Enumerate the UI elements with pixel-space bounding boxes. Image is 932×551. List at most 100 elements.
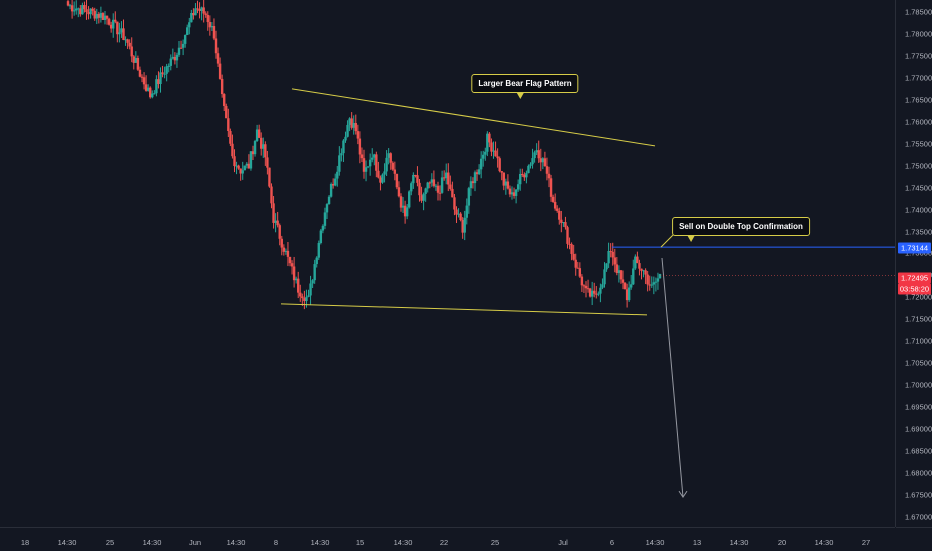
candle-down bbox=[625, 283, 629, 308]
time-tick-label: Jun bbox=[188, 538, 202, 547]
candle-up bbox=[68, 3, 72, 10]
candle-down bbox=[494, 141, 497, 157]
candle-body bbox=[412, 174, 415, 184]
candle-down bbox=[288, 256, 292, 267]
candle-up bbox=[486, 131, 489, 157]
price-tick-label: 1.70500 bbox=[905, 358, 932, 368]
candle-up bbox=[597, 291, 600, 297]
upper-flag-trendline[interactable] bbox=[291, 88, 656, 147]
candle-body bbox=[502, 172, 505, 186]
price-chart-svg[interactable] bbox=[0, 0, 895, 527]
price-axis[interactable]: 1.78500 1.78000 1.77500 1.77000 1.76500 1.760… bbox=[896, 0, 932, 527]
candle-down bbox=[539, 148, 542, 172]
bear-flag-callout[interactable]: Larger Bear Flag Pattern bbox=[471, 74, 579, 99]
candle-up bbox=[95, 8, 98, 25]
candle-body bbox=[245, 163, 249, 166]
candle-body bbox=[586, 288, 590, 290]
price-tick-label: 1.75000 bbox=[905, 161, 932, 171]
candle-body bbox=[212, 26, 216, 39]
candle-body bbox=[652, 282, 656, 285]
candle-up bbox=[294, 276, 298, 284]
candle-body bbox=[420, 195, 423, 201]
candle-up bbox=[348, 117, 351, 132]
bar-countdown-badge: 03:58:20 bbox=[898, 283, 931, 295]
candle-down bbox=[299, 284, 302, 302]
candle-down bbox=[459, 212, 462, 222]
candle-down bbox=[399, 193, 403, 212]
candle-body bbox=[114, 19, 117, 22]
last-price-badge: 1.72495 bbox=[898, 272, 931, 284]
candle-body bbox=[249, 151, 253, 169]
candle-body bbox=[75, 8, 78, 11]
lower-flag-trendline[interactable] bbox=[280, 303, 648, 316]
price-tick-label: 1.69500 bbox=[905, 402, 932, 412]
candle-up bbox=[469, 176, 473, 196]
candle-body bbox=[410, 183, 413, 192]
time-tick-label: 14:30 bbox=[310, 538, 330, 547]
candle-body bbox=[173, 56, 177, 61]
candle-up bbox=[75, 0, 78, 15]
candle-body bbox=[329, 184, 333, 197]
candle-up bbox=[323, 207, 327, 230]
candle-up bbox=[262, 137, 265, 158]
candle-down bbox=[576, 261, 579, 269]
candle-body bbox=[194, 8, 197, 16]
time-tick-label: 8 bbox=[273, 538, 279, 547]
candle-body bbox=[558, 210, 561, 220]
projection-arrow-line[interactable] bbox=[661, 257, 684, 498]
candle-down bbox=[391, 161, 394, 171]
candle-up bbox=[440, 170, 444, 194]
candle-down bbox=[615, 257, 619, 276]
candle-body bbox=[122, 28, 125, 40]
double-top-callout[interactable]: Sell on Double Top Confirmation bbox=[672, 217, 810, 242]
time-axis[interactable]: 18 14:30 25 14:30 Jun 14:30 8 14:30 15 14:30 22 25 J… bbox=[0, 527, 895, 551]
candle-body bbox=[163, 73, 166, 75]
candle-down bbox=[523, 172, 526, 181]
candle-body bbox=[327, 196, 331, 205]
candle-up bbox=[325, 203, 329, 220]
candle-body bbox=[393, 169, 397, 174]
candle-down bbox=[451, 181, 454, 198]
price-tick-label: 1.72000 bbox=[905, 292, 932, 302]
candle-down bbox=[350, 112, 353, 130]
candle-down bbox=[247, 154, 251, 169]
candle-down bbox=[331, 178, 335, 189]
candle-up bbox=[311, 279, 314, 289]
candle-body bbox=[241, 170, 244, 174]
price-tick-label: 1.67500 bbox=[905, 490, 932, 500]
candle-up bbox=[533, 150, 536, 163]
candle-body bbox=[461, 219, 464, 233]
candle-body bbox=[449, 184, 452, 189]
candle-up bbox=[309, 275, 312, 306]
candle-up bbox=[514, 189, 518, 204]
candle-body bbox=[418, 182, 421, 196]
candle-body bbox=[414, 174, 417, 176]
chart-plot-area[interactable]: Larger Bear Flag Pattern Sell on Double … bbox=[0, 0, 895, 527]
candle-body bbox=[613, 257, 616, 265]
candle-up bbox=[516, 179, 520, 192]
candle-down bbox=[578, 262, 582, 278]
candle-body bbox=[237, 165, 240, 169]
candle-body bbox=[455, 209, 458, 215]
candle-up bbox=[171, 48, 175, 60]
candle-down bbox=[500, 170, 503, 181]
candle-body bbox=[216, 53, 220, 64]
candle-body bbox=[593, 290, 596, 294]
candle-body bbox=[399, 196, 403, 208]
time-tick-label: 14:30 bbox=[393, 538, 413, 547]
time-tick-label: 14:30 bbox=[814, 538, 834, 547]
price-tick-label: 1.67000 bbox=[905, 512, 932, 522]
candle-up bbox=[632, 259, 635, 286]
candle-down bbox=[105, 15, 109, 25]
candle-down bbox=[455, 206, 458, 223]
candle-up bbox=[434, 183, 438, 191]
candle-up bbox=[385, 150, 388, 176]
candle-down bbox=[149, 86, 152, 99]
candle-body bbox=[284, 250, 288, 252]
candle-body bbox=[424, 188, 427, 194]
candle-down bbox=[566, 225, 569, 249]
candle-down bbox=[354, 114, 357, 135]
candle-body bbox=[590, 290, 594, 297]
candle-body bbox=[650, 284, 653, 286]
candle-down bbox=[397, 181, 401, 198]
